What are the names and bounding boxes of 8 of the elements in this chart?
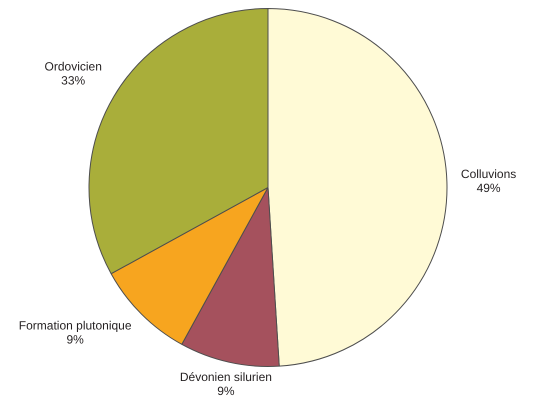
data-label: 33% [61,74,86,88]
data-label: 49% [476,180,501,195]
slice-label: Ordovicien [44,60,102,74]
slice-label: Dévonien silurien [180,370,272,384]
slice-label: Colluvions [460,166,516,181]
data-label: 9% [66,332,84,346]
data-label: 9% [217,384,235,398]
slice-label: Formation plutonique [18,318,132,332]
